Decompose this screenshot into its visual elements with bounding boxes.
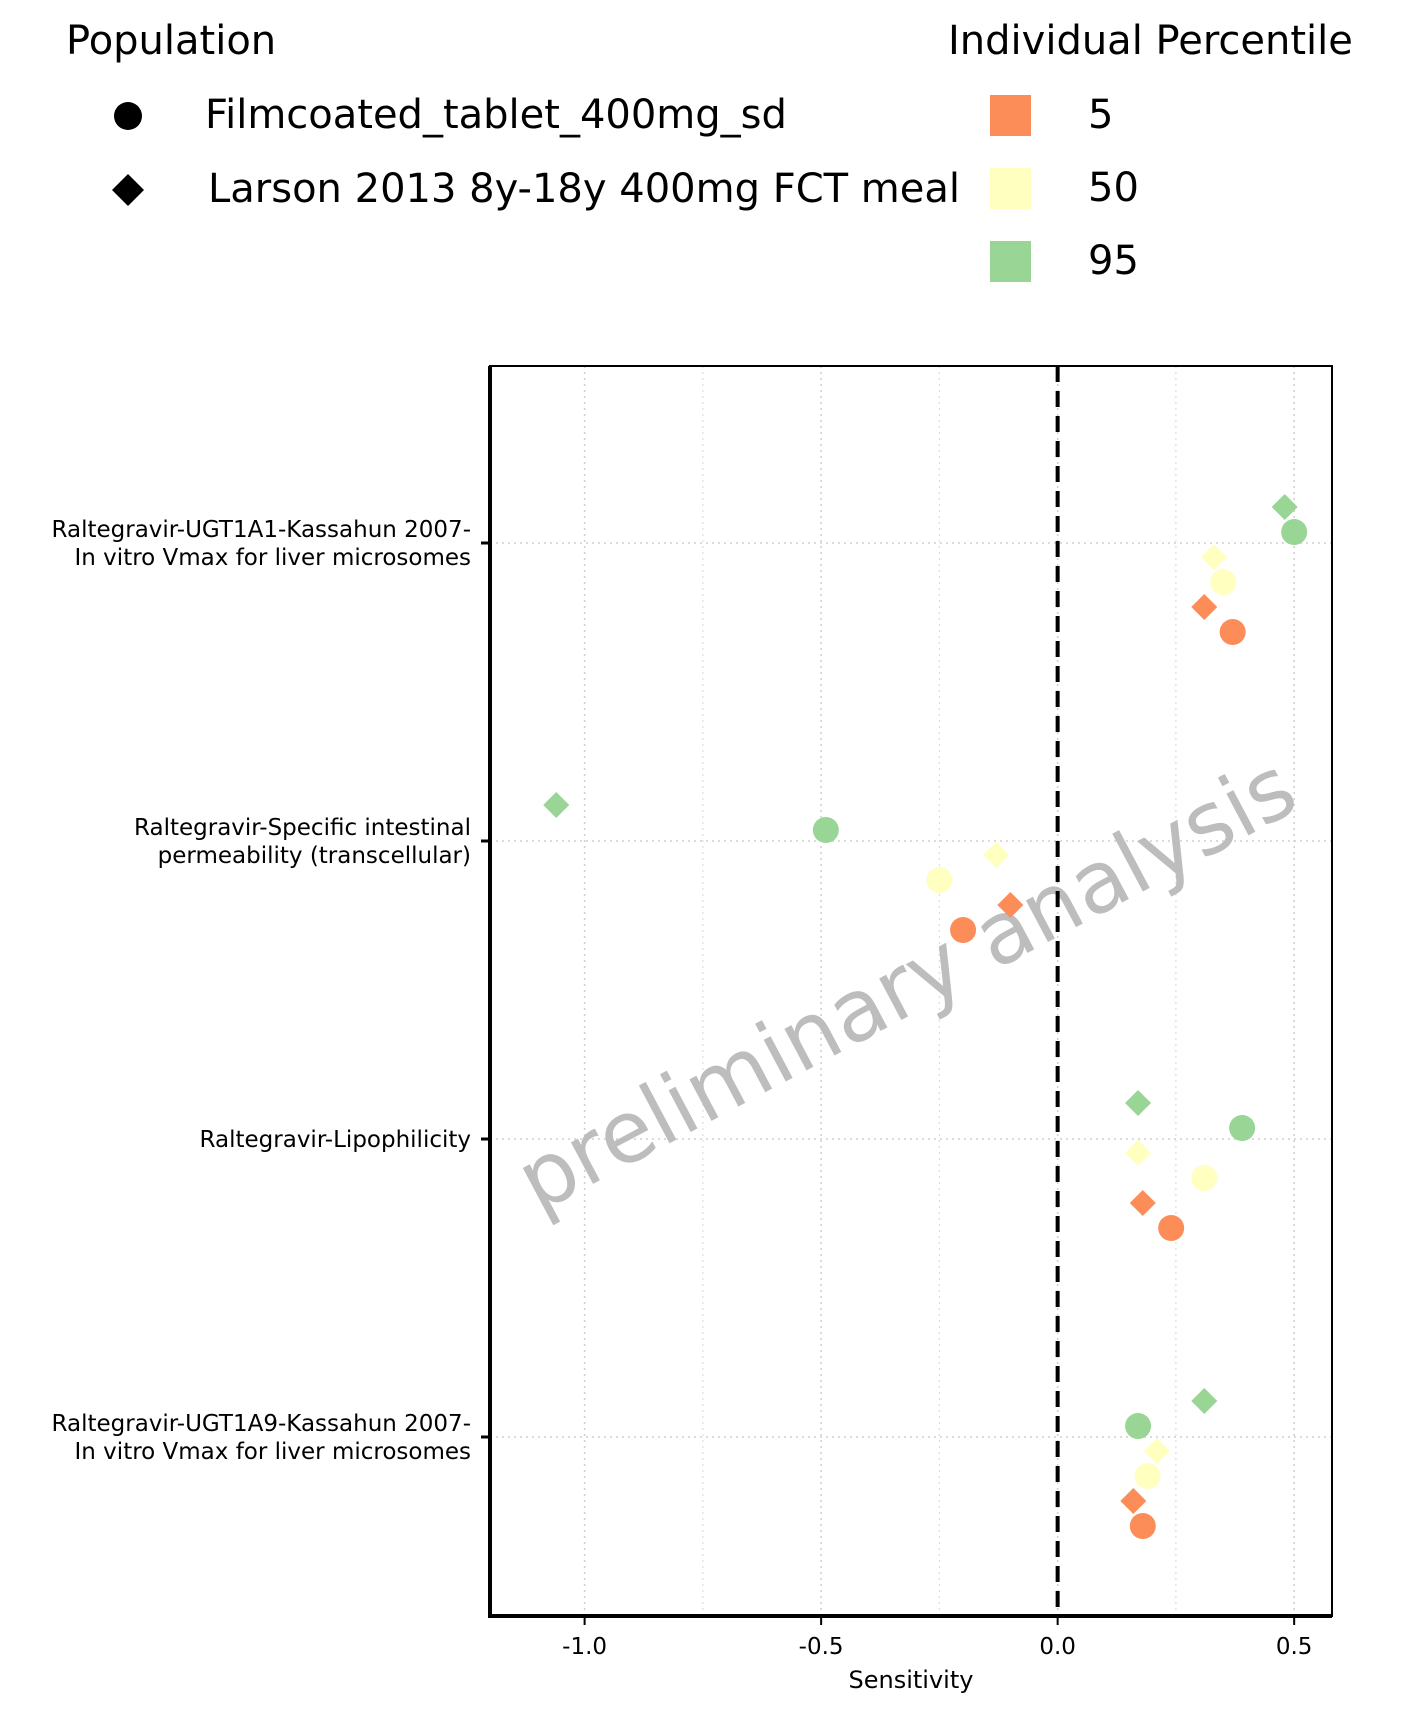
x-axis-ticks: -1.0 -0.5 0.0 0.5	[562, 1616, 1312, 1660]
circle-point-p95	[1281, 519, 1308, 545]
diamond-point-p50	[1143, 1438, 1170, 1464]
x-tick-label: -1.0	[562, 1634, 607, 1660]
population-legend: Population Filmcoated_tablet_400mg_sd La…	[66, 18, 960, 212]
diamond-point-p95	[1191, 1388, 1218, 1414]
diamond-point-p50	[983, 842, 1010, 868]
circle-point-p95	[1229, 1115, 1256, 1141]
diamond-point-p5	[1191, 594, 1218, 620]
x-tick-label: -0.5	[799, 1634, 844, 1660]
circle-point-p50	[1210, 569, 1237, 595]
circle-point-p5	[1129, 1513, 1156, 1539]
circle-point-p5	[1158, 1215, 1185, 1241]
parameter-label: Raltegravir-Specific intestinal permeabil…	[134, 815, 471, 869]
percentile-label-5: 5	[1088, 92, 1113, 138]
percentile-legend-title: Individual Percentile	[948, 18, 1353, 64]
circle-point-p50	[926, 867, 953, 893]
percentile-swatch-50	[990, 168, 1031, 209]
diamond-point-p95	[1271, 494, 1298, 520]
x-tick-label: 0.5	[1276, 1634, 1313, 1660]
diamond-point-p95	[1125, 1090, 1152, 1116]
watermark: preliminary analysis	[501, 737, 1312, 1232]
circle-point-p5	[1219, 619, 1246, 645]
percentile-swatch-5	[990, 95, 1031, 136]
population-label-larson: Larson 2013 8y-18y 400mg FCT meal	[208, 166, 960, 212]
plot-frame	[488, 365, 1333, 1618]
circle-point-p50	[1134, 1463, 1161, 1489]
circle-point-p95	[1125, 1413, 1152, 1439]
watermark-text: preliminary analysis	[501, 737, 1312, 1232]
diamond-point-p5	[997, 892, 1024, 918]
parameter-label: Raltegravir-UGT1A9-Kassahun 2007-In vitr…	[52, 1411, 471, 1465]
parameter-label: Raltegravir-UGT1A1-Kassahun 2007-In vitr…	[52, 517, 471, 571]
population-legend-title: Population	[66, 18, 276, 64]
diamond-point-p50	[1125, 1140, 1152, 1166]
parameter-labels: Raltegravir-UGT1A1-Kassahun 2007-In vitr…	[52, 517, 490, 1465]
parameter-label: Raltegravir-Lipophilicity	[200, 1127, 471, 1153]
percentile-legend: Individual Percentile 5 50 95	[948, 18, 1353, 284]
diamond-point-p5	[1120, 1488, 1147, 1514]
diamond-point-p95	[543, 792, 570, 818]
circle-icon	[114, 102, 142, 130]
circle-point-p5	[950, 917, 977, 943]
diamond-point-p5	[1129, 1190, 1156, 1216]
percentile-swatch-95	[990, 241, 1031, 282]
circle-point-p50	[1191, 1165, 1218, 1191]
x-tick-label: 0.0	[1039, 1634, 1076, 1660]
x-axis-title: Sensitivity	[849, 1666, 974, 1694]
data-points	[543, 494, 1308, 1539]
diamond-point-p50	[1200, 544, 1227, 570]
diamond-icon	[112, 174, 144, 206]
percentile-label-95: 95	[1088, 238, 1139, 284]
circle-point-p95	[812, 817, 839, 843]
percentile-label-50: 50	[1088, 165, 1139, 211]
population-label-filmcoated: Filmcoated_tablet_400mg_sd	[205, 92, 787, 138]
